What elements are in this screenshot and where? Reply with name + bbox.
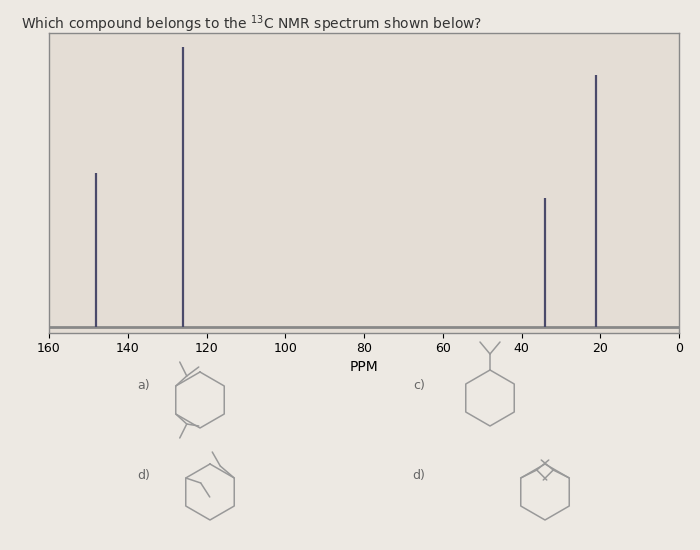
Text: Which compound belongs to the $^{13}$C NMR spectrum shown below?: Which compound belongs to the $^{13}$C N… bbox=[21, 14, 482, 35]
X-axis label: PPM: PPM bbox=[349, 360, 379, 373]
Text: d): d) bbox=[137, 469, 150, 481]
Text: d): d) bbox=[412, 469, 425, 481]
Text: c): c) bbox=[413, 378, 425, 392]
Text: a): a) bbox=[137, 378, 150, 392]
